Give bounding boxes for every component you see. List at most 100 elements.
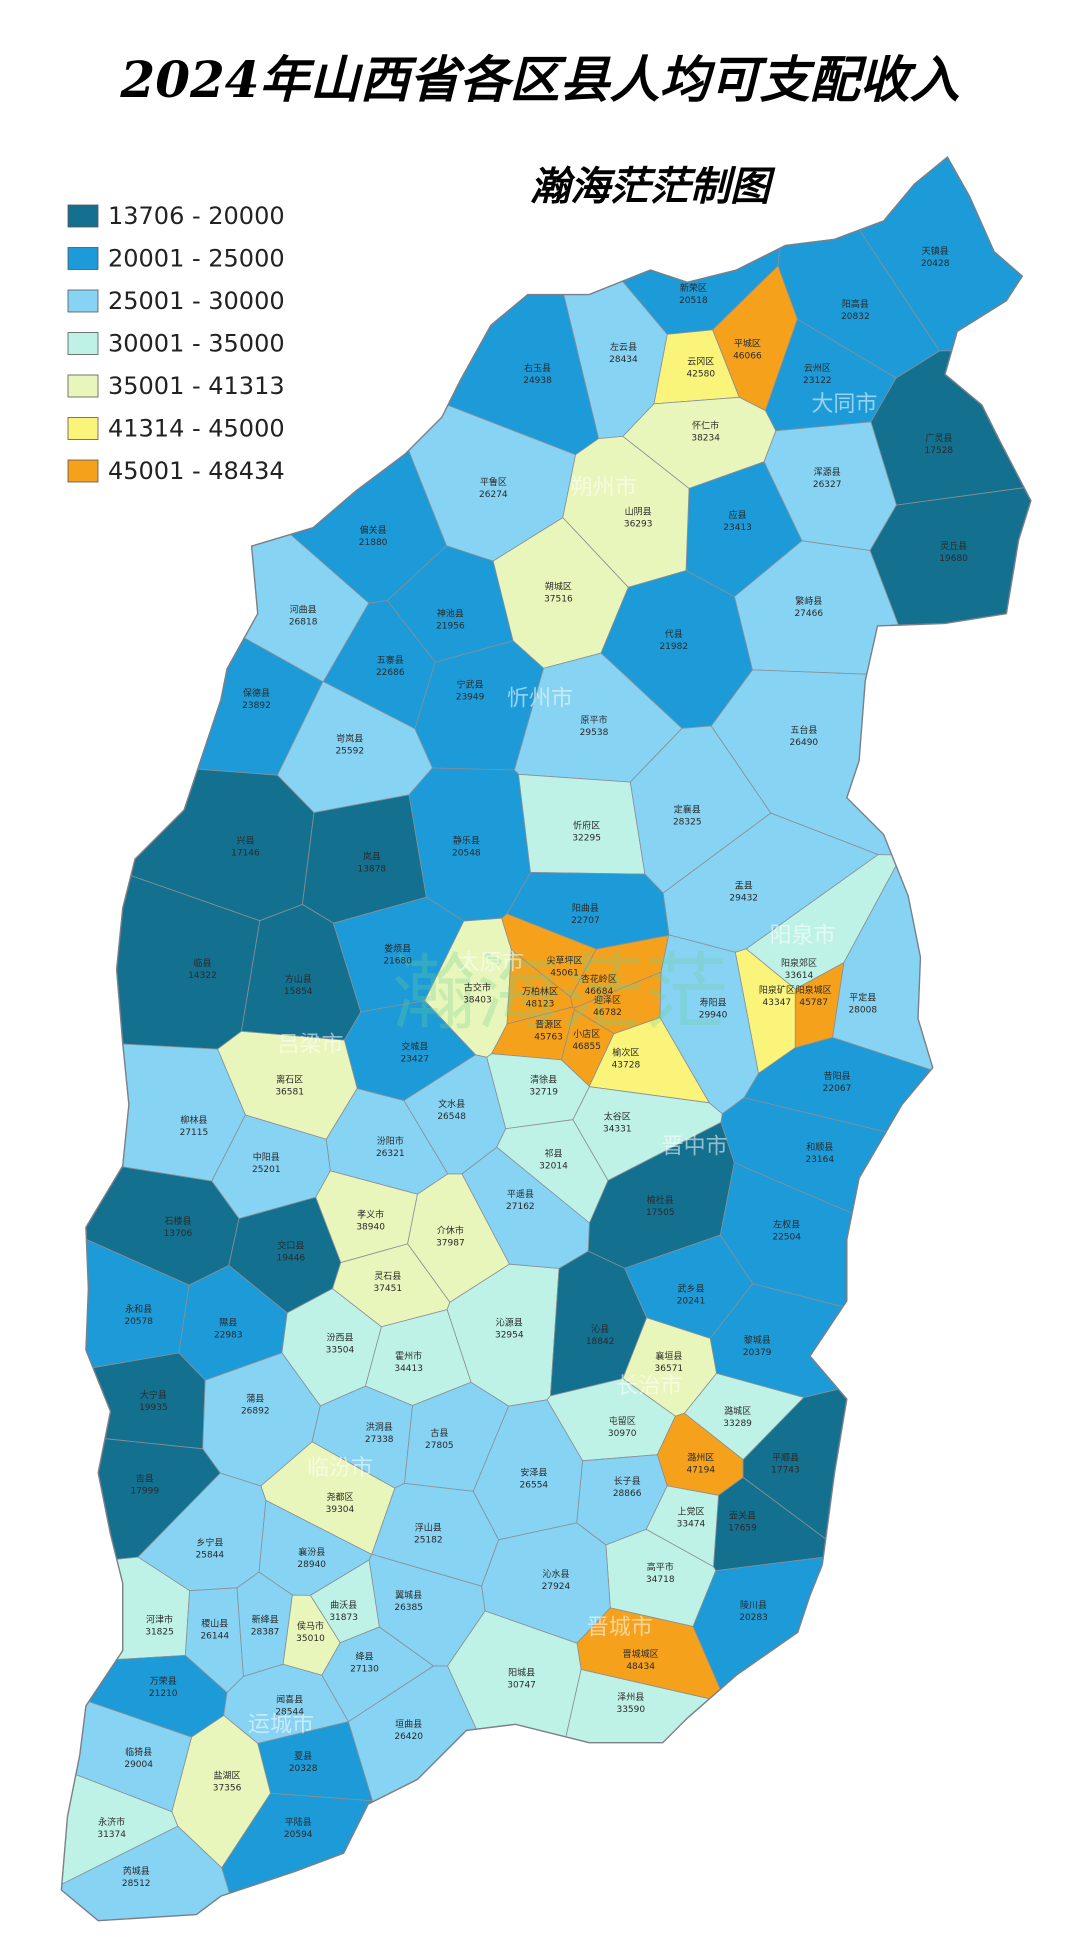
county-value: 26327 [813, 480, 842, 490]
county-value: 17743 [771, 1466, 800, 1476]
county-value: 28940 [297, 1560, 326, 1570]
county-value: 21210 [149, 1689, 178, 1699]
county-value: 30970 [608, 1429, 637, 1439]
county-name: 晋城城区 [623, 1649, 659, 1660]
county-value: 28008 [848, 1005, 877, 1015]
county-name: 代县 [665, 629, 683, 640]
county-name: 神池县 [437, 607, 464, 619]
county-name: 高平市 [647, 1561, 674, 1573]
county-value: 29432 [729, 894, 758, 904]
county-name: 大宁县 [140, 1389, 167, 1401]
county-value: 21956 [436, 621, 465, 631]
county-value: 42580 [686, 370, 715, 380]
county-name: 平遥县 [507, 1188, 534, 1200]
county-value: 26385 [394, 1603, 423, 1613]
county-value: 15854 [284, 987, 313, 997]
county-value: 29940 [699, 1010, 728, 1020]
county-value: 27130 [350, 1664, 379, 1674]
county-value: 43347 [763, 998, 792, 1008]
city-name: 朔州市 [571, 475, 637, 500]
county-name: 清徐县 [530, 1074, 557, 1086]
county-value: 22983 [214, 1331, 243, 1341]
county-value: 34718 [646, 1575, 675, 1585]
legend-swatch [67, 204, 99, 228]
legend-label: 30001 - 35000 [108, 330, 285, 358]
county-name: 陵川县 [740, 1600, 767, 1611]
county-value: 39304 [326, 1505, 355, 1515]
county-value: 23949 [456, 692, 485, 702]
county-name: 阳泉郊区 [781, 957, 817, 969]
county-name: 榆次区 [612, 1047, 639, 1059]
county-value: 37451 [373, 1284, 402, 1294]
county-name: 尖草坪区 [547, 955, 583, 967]
county-name: 武乡县 [677, 1282, 704, 1294]
county-name: 娄烦县 [384, 942, 411, 954]
county-name: 古县 [430, 1427, 448, 1439]
county-name: 壶关县 [729, 1509, 756, 1521]
county-value: 23413 [723, 523, 752, 533]
county-name: 怀仁市 [692, 420, 719, 432]
county-name: 河曲县 [290, 604, 317, 616]
legend-label: 25001 - 30000 [108, 287, 285, 315]
county-value: 26490 [790, 738, 819, 748]
county-value: 27115 [180, 1128, 209, 1138]
county-name: 屯留区 [609, 1415, 636, 1427]
county-value: 46782 [593, 1008, 622, 1018]
county-name: 兴县 [236, 835, 254, 846]
county-name: 交城县 [401, 1041, 428, 1053]
county-name: 长子县 [614, 1475, 641, 1487]
county-name: 朔城区 [545, 580, 572, 592]
city-name: 忻州市 [507, 687, 573, 712]
county-name: 方山县 [285, 973, 312, 985]
county-name: 杏花岭区 [581, 973, 617, 985]
legend-swatch [67, 459, 99, 483]
county-name: 尧都区 [326, 1491, 353, 1503]
county-value: 13878 [358, 864, 387, 874]
county-name: 翼城县 [395, 1590, 422, 1601]
legend-swatch [67, 332, 99, 355]
city-name: 阳泉市 [770, 923, 836, 948]
county-name: 阳泉矿区 [759, 984, 795, 996]
county-name: 山阴县 [625, 506, 652, 517]
county-value: 26144 [200, 1631, 229, 1641]
county-value: 36571 [655, 1364, 684, 1374]
county-value: 35010 [296, 1634, 325, 1644]
county-value: 20594 [284, 1830, 313, 1840]
county-name: 潞城区 [724, 1405, 751, 1417]
county-name: 万荣县 [150, 1675, 177, 1687]
county-name: 稷山县 [201, 1618, 228, 1629]
county-value: 21982 [659, 642, 688, 652]
county-value: 20379 [743, 1348, 772, 1358]
county-value: 27162 [506, 1202, 535, 1212]
county-name: 原平市 [580, 714, 607, 726]
city-name: 吕梁市 [277, 1033, 343, 1058]
county-name: 浮山县 [415, 1522, 442, 1534]
title: 2024年山西省各区县人均可支配收入 [119, 50, 959, 109]
county-name: 吉县 [136, 1474, 154, 1485]
county-name: 太谷区 [604, 1110, 631, 1122]
county-value: 20428 [921, 259, 950, 269]
county-name: 绛县 [355, 1650, 373, 1662]
county-value: 17999 [130, 1487, 159, 1497]
county-name: 寿阳县 [700, 996, 727, 1008]
county-value: 22686 [376, 668, 405, 678]
county-name: 保德县 [243, 687, 270, 699]
county-name: 岚县 [363, 851, 381, 862]
county-name: 忻府区 [573, 820, 600, 832]
county-name: 小店区 [573, 1028, 600, 1040]
county-value: 20241 [677, 1296, 706, 1306]
county-value: 17505 [646, 1208, 675, 1218]
county-value: 46855 [572, 1042, 601, 1052]
county-value: 47194 [686, 1466, 715, 1476]
county-value: 20578 [124, 1317, 153, 1327]
county-value: 33289 [723, 1419, 752, 1429]
county-name: 垣曲县 [395, 1719, 422, 1730]
county-value: 32014 [539, 1161, 568, 1171]
county-value: 33474 [677, 1520, 706, 1530]
county-value: 29004 [124, 1760, 153, 1770]
county-value: 37987 [436, 1239, 465, 1249]
county-name: 平陆县 [285, 1816, 312, 1828]
county-value: 26554 [520, 1480, 549, 1490]
county-value: 46684 [585, 987, 614, 997]
county-value: 21680 [383, 956, 412, 966]
